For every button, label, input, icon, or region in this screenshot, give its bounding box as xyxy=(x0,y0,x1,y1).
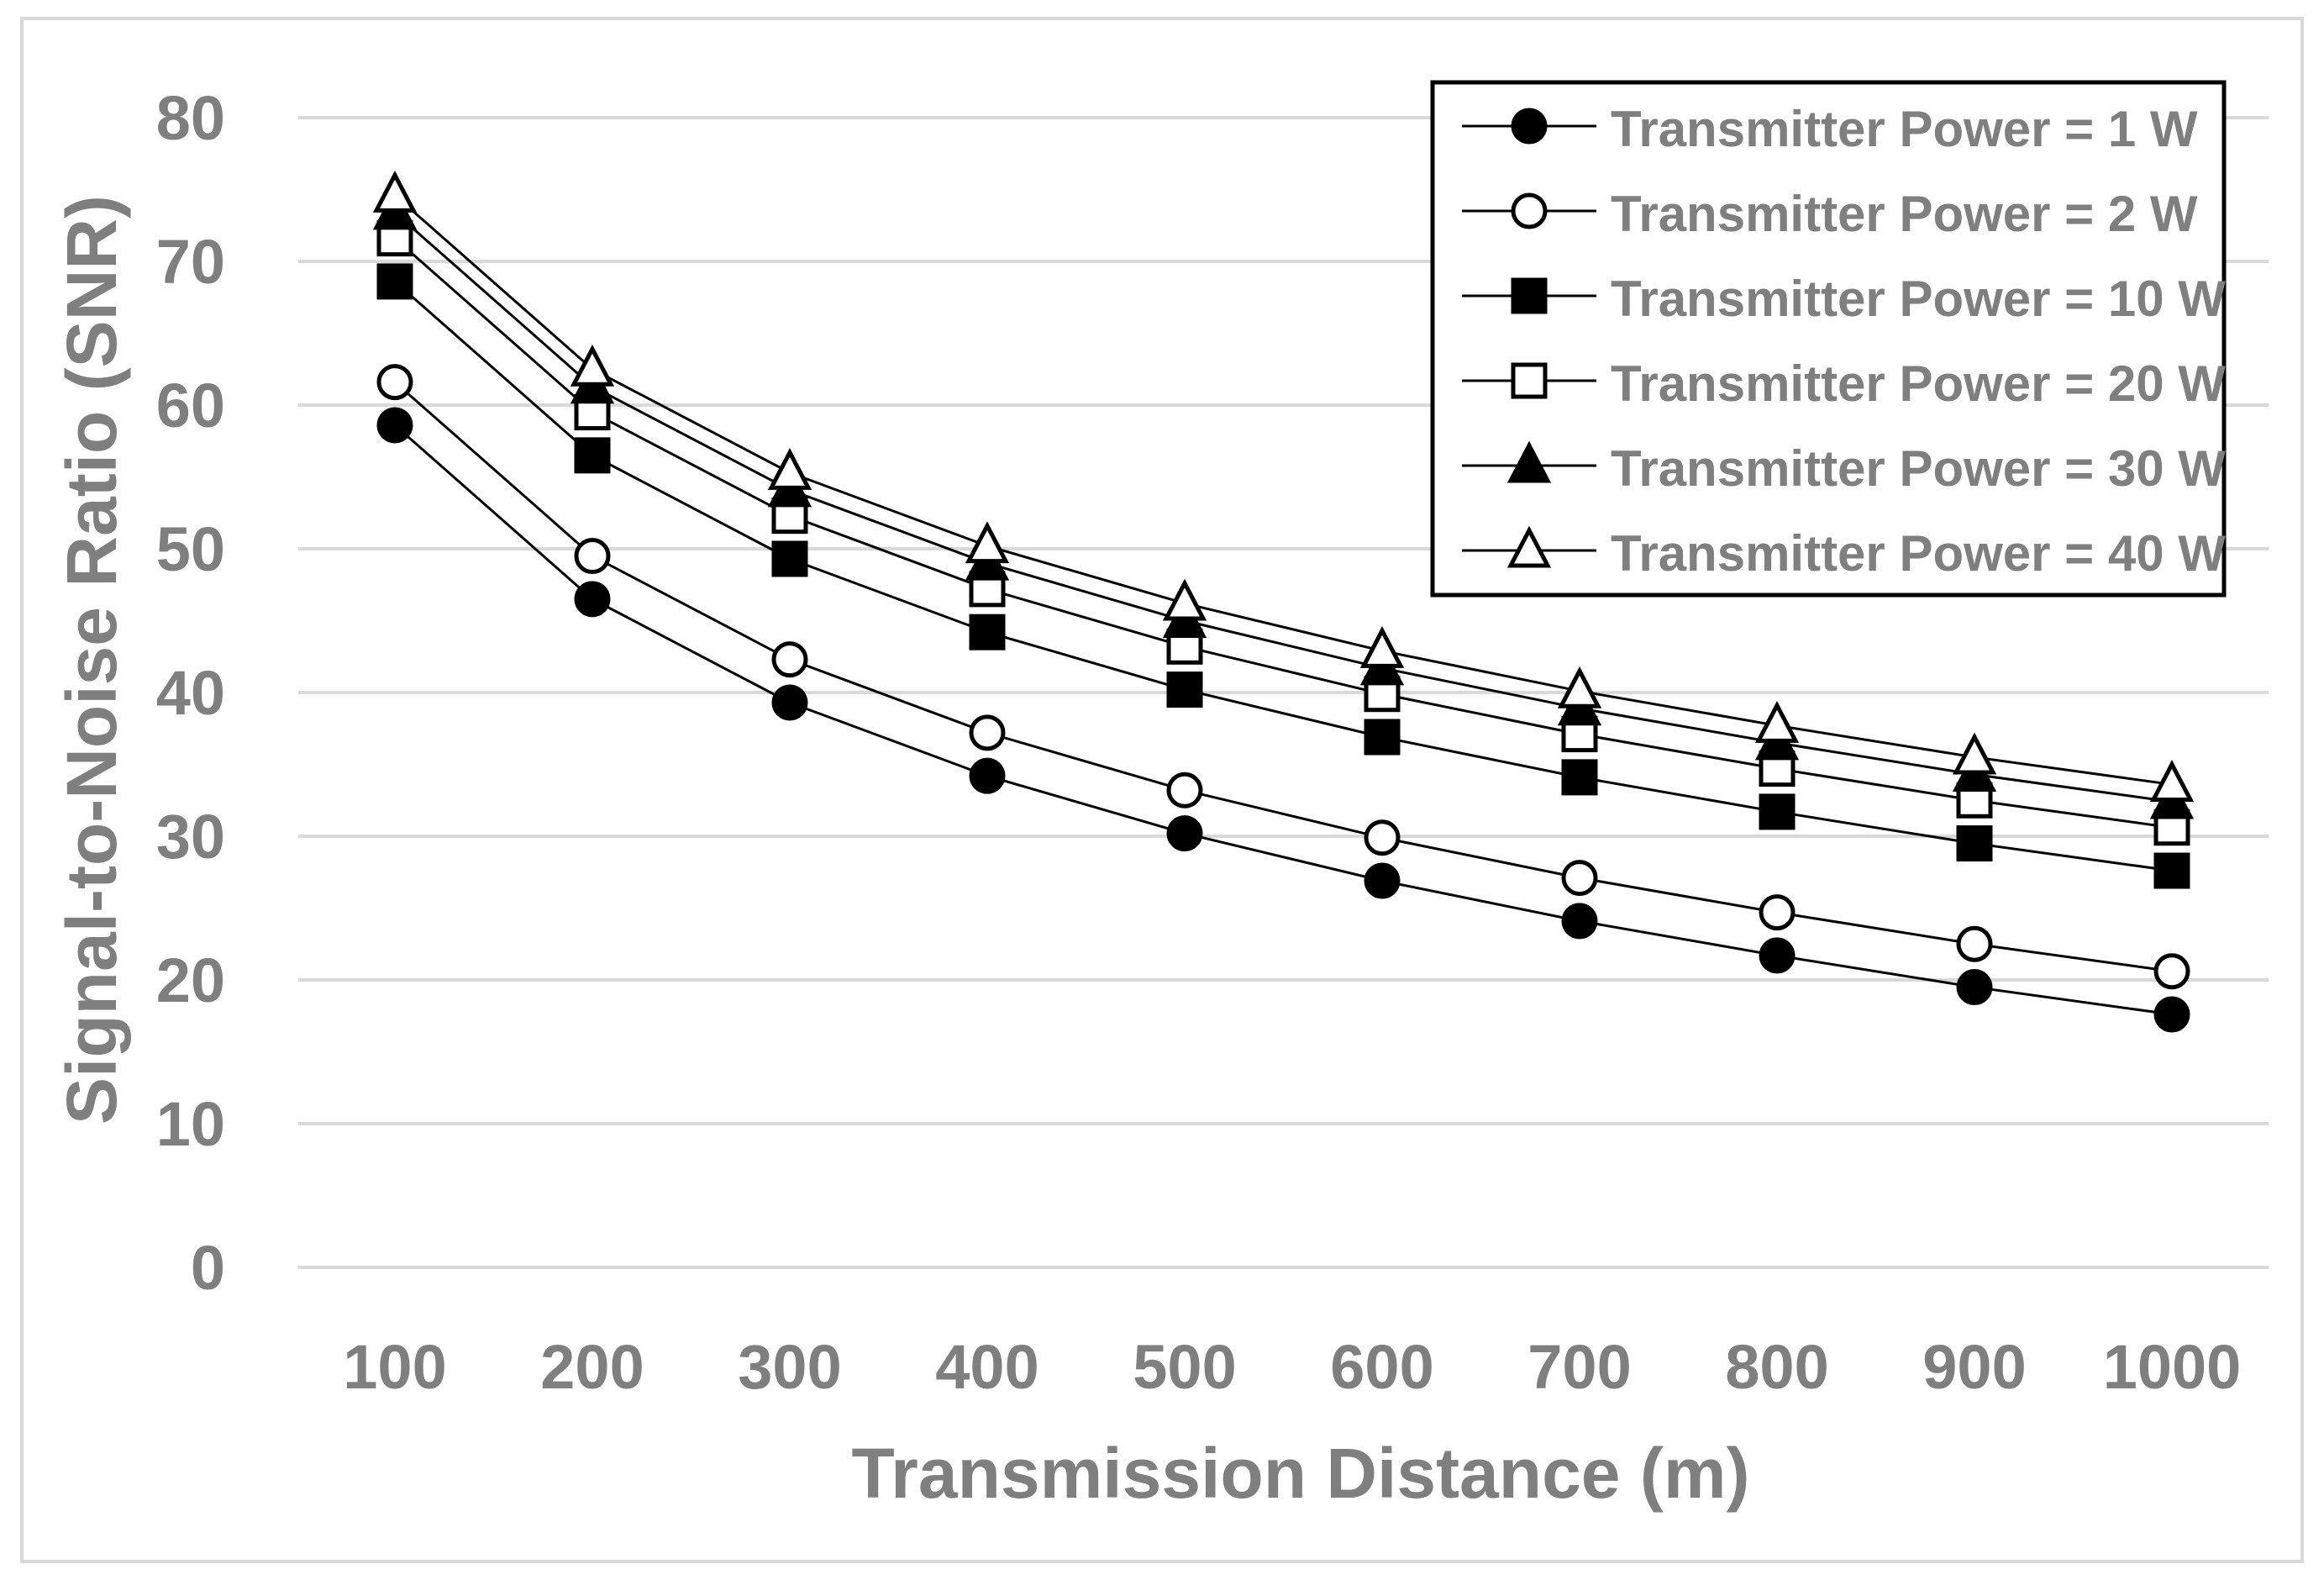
data-point xyxy=(2153,852,2190,889)
legend-entry: Transmitter Power = 2 W xyxy=(1462,186,2198,242)
data-point xyxy=(969,714,1006,751)
y-tick-label: 60 xyxy=(156,371,225,440)
data-point xyxy=(767,447,812,490)
x-tick-label: 300 xyxy=(738,1332,841,1402)
y-tick-label: 40 xyxy=(156,658,225,728)
data-point xyxy=(1956,925,1993,962)
legend-label: Transmitter Power = 40 W xyxy=(1611,525,2226,582)
data-point xyxy=(1561,759,1598,796)
data-point xyxy=(1359,626,1405,668)
legend-entry: Transmitter Power = 40 W xyxy=(1462,525,2226,582)
data-point xyxy=(771,641,808,678)
data-point xyxy=(574,437,611,474)
data-point xyxy=(969,614,1006,650)
data-point xyxy=(1364,862,1401,899)
legend-label: Transmitter Power = 30 W xyxy=(1611,440,2226,497)
series-line xyxy=(394,280,2173,872)
x-tick-label: 900 xyxy=(1922,1332,2026,1402)
data-point xyxy=(570,344,615,387)
data-point xyxy=(1754,700,1800,743)
legend-label: Transmitter Power = 20 W xyxy=(1611,356,2226,412)
legend: Transmitter Power = 1 W Transmitter Power… xyxy=(1430,80,2227,598)
legend-marker xyxy=(1511,277,1548,314)
legend-marker xyxy=(1506,525,1552,568)
series-group xyxy=(372,170,2195,1033)
data-point xyxy=(1557,666,1602,708)
series-line xyxy=(394,424,2173,1016)
data-point xyxy=(771,540,808,577)
data-point xyxy=(372,170,418,213)
series-1 xyxy=(376,407,2190,1033)
data-point xyxy=(1759,894,1796,931)
data-point xyxy=(1162,578,1207,621)
x-tick-label: 500 xyxy=(1133,1332,1236,1402)
series-line xyxy=(394,237,2173,830)
data-point xyxy=(1166,672,1203,708)
data-point xyxy=(1952,732,1997,775)
series-line xyxy=(394,211,2173,803)
data-point xyxy=(574,538,611,575)
data-point xyxy=(2153,996,2190,1033)
data-point xyxy=(1759,793,1796,830)
data-point xyxy=(1956,969,1993,1006)
x-tick-label: 800 xyxy=(1725,1332,1828,1402)
y-tick-label: 20 xyxy=(156,945,225,1015)
legend-label: Transmitter Power = 10 W xyxy=(1611,271,2226,327)
legend-marker xyxy=(1511,192,1548,229)
data-point xyxy=(1759,937,1796,974)
legend-marker xyxy=(1511,362,1548,399)
y-tick-label: 30 xyxy=(156,802,225,872)
data-point xyxy=(1561,903,1598,940)
data-point xyxy=(2153,953,2190,990)
data-point xyxy=(1166,772,1203,808)
series-line xyxy=(394,194,2173,786)
data-point xyxy=(1166,815,1203,852)
legend-marker xyxy=(1511,108,1548,145)
series-line xyxy=(394,381,2173,973)
x-tick-label: 100 xyxy=(343,1332,446,1402)
x-axis-title: Transmission Distance (m) xyxy=(852,1434,1750,1513)
legend-label: Transmitter Power = 1 W xyxy=(1611,101,2198,157)
legend-marker xyxy=(1506,440,1552,483)
data-point xyxy=(574,581,611,618)
data-point xyxy=(376,263,413,300)
legend-entry: Transmitter Power = 20 W xyxy=(1462,356,2226,412)
series-6 xyxy=(372,170,2195,802)
x-tick-label: 1000 xyxy=(2103,1332,2242,1402)
data-point xyxy=(969,757,1006,794)
legend-box xyxy=(1430,80,2227,598)
y-axis-title: Signal-to-Noise Ratio (SNR) xyxy=(52,195,131,1124)
y-tick-label: 10 xyxy=(156,1089,225,1159)
legend-entry: Transmitter Power = 1 W xyxy=(1462,101,2198,157)
y-tick-label: 0 xyxy=(191,1233,225,1303)
data-point xyxy=(376,407,413,444)
series-3 xyxy=(376,263,2190,889)
x-tick-label: 200 xyxy=(540,1332,644,1402)
x-tick-label: 700 xyxy=(1527,1332,1631,1402)
data-point xyxy=(376,364,413,401)
data-point xyxy=(1561,860,1598,897)
legend-entry: Transmitter Power = 30 W xyxy=(1462,440,2226,497)
data-point xyxy=(771,684,808,721)
data-point xyxy=(2149,760,2195,802)
y-tick-label: 80 xyxy=(156,83,225,153)
x-axis-ticks: 100 200 300 400 500 600 700 800 900 1000 xyxy=(343,1332,2241,1402)
data-point xyxy=(1364,819,1401,856)
y-tick-label: 50 xyxy=(156,514,225,584)
x-tick-label: 600 xyxy=(1330,1332,1433,1402)
legend-entry: Transmitter Power = 10 W xyxy=(1462,271,2226,327)
series-2 xyxy=(376,364,2190,990)
y-tick-label: 70 xyxy=(156,227,225,297)
data-point xyxy=(965,521,1010,564)
data-point xyxy=(1364,719,1401,756)
data-point xyxy=(1956,825,1993,862)
legend-label: Transmitter Power = 2 W xyxy=(1611,186,2198,242)
y-axis-ticks: 0 10 20 30 40 50 60 70 80 xyxy=(156,83,225,1303)
x-tick-label: 400 xyxy=(935,1332,1038,1402)
